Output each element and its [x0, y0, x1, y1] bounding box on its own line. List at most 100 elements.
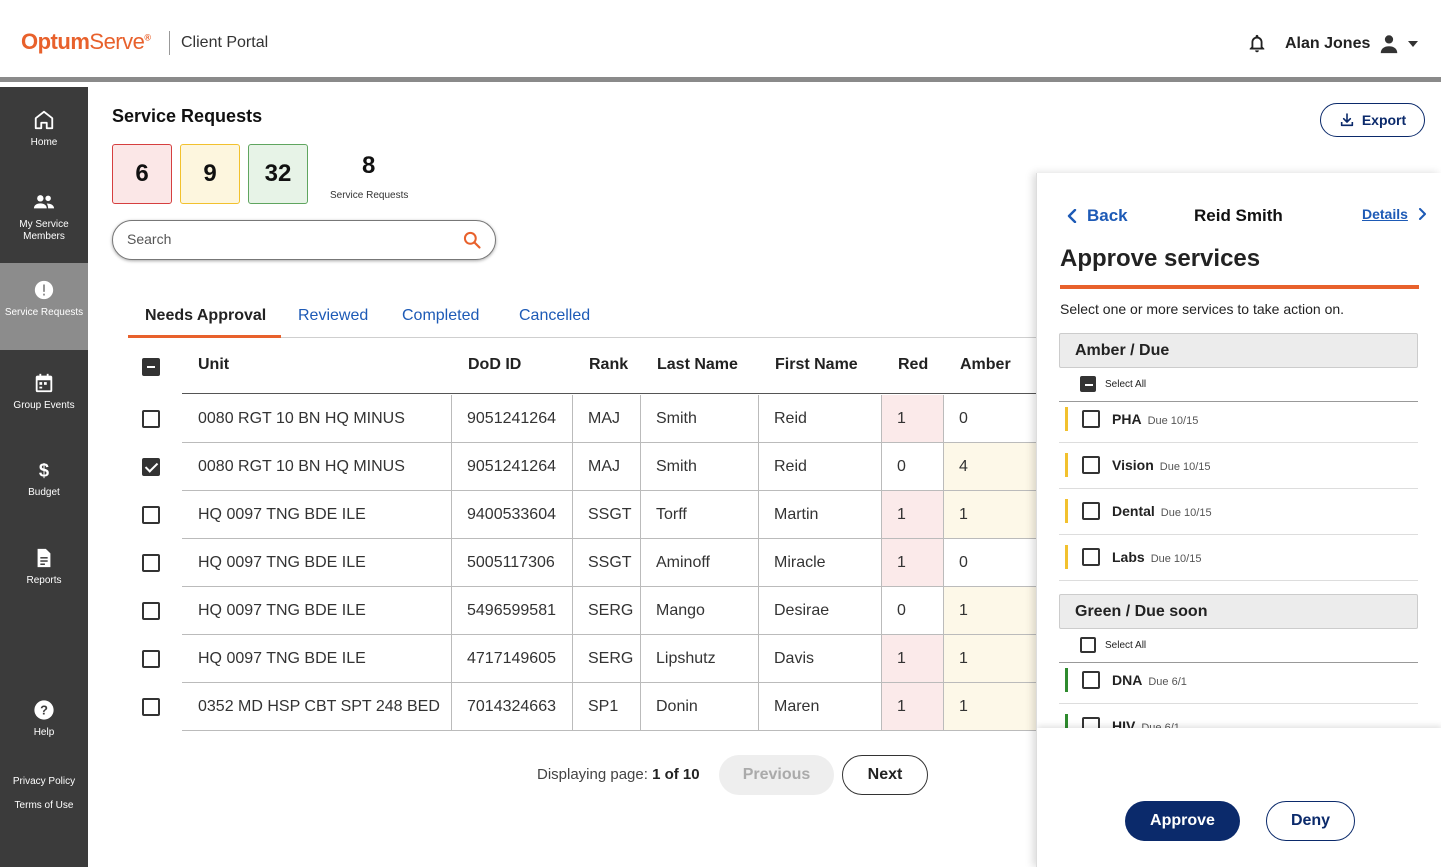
cell-red: 1 — [881, 683, 943, 731]
service-checkbox[interactable] — [1082, 671, 1100, 689]
search-input[interactable] — [127, 231, 447, 247]
sidebar-item-label: Reports — [26, 575, 62, 586]
sidebar-item-reports[interactable]: Reports — [0, 547, 88, 597]
cell-amber: 1 — [943, 491, 1038, 539]
cell-amber: 1 — [943, 683, 1038, 731]
amber-count-badge[interactable]: 9 — [180, 144, 240, 204]
cell-rank: MAJ — [588, 458, 620, 475]
cell-dod-id: 9051241264 — [467, 410, 556, 427]
tab-reviewed[interactable]: Reviewed — [298, 307, 369, 324]
service-checkbox[interactable] — [1082, 410, 1100, 428]
tab-cancelled[interactable]: Cancelled — [519, 307, 591, 324]
column-header-last-name[interactable]: Last Name — [657, 356, 738, 373]
notification-bell-icon[interactable] — [1246, 32, 1268, 56]
column-header-first-name[interactable]: First Name — [775, 356, 858, 373]
back-button[interactable]: Back — [1067, 206, 1128, 226]
row-checkbox[interactable] — [142, 506, 160, 524]
column-header-dod-id[interactable]: DoD ID — [468, 356, 522, 373]
service-item[interactable]: PHA Due 10/15 — [1059, 397, 1418, 443]
table-row[interactable]: 0080 RGT 10 BN HQ MINUS 9051241264 MAJ Smit… — [128, 395, 1038, 443]
tab-needs-approval[interactable]: Needs Approval — [145, 307, 267, 324]
row-checkbox[interactable] — [142, 602, 160, 620]
portal-name: Client Portal — [181, 34, 269, 51]
column-header-red[interactable]: Red — [898, 356, 929, 373]
column-separator — [881, 587, 882, 635]
download-icon — [1340, 113, 1353, 127]
column-header-unit[interactable]: Unit — [198, 356, 230, 373]
deny-button[interactable]: Deny — [1266, 801, 1355, 841]
privacy-policy-link[interactable]: Privacy Policy — [12, 776, 76, 787]
service-checkbox[interactable] — [1082, 456, 1100, 474]
column-header-rank[interactable]: Rank — [589, 356, 629, 373]
column-separator — [881, 539, 882, 587]
service-label: DNA — [1112, 672, 1143, 688]
table-row[interactable]: HQ 0097 TNG BDE ILE 4717149605 SERG Lipshut… — [128, 635, 1038, 683]
cell-dod-id: 9051241264 — [467, 458, 556, 475]
service-item[interactable]: Labs Due 10/15 — [1059, 535, 1418, 581]
select-all-amber-checkbox[interactable] — [1080, 376, 1096, 392]
chevron-down-icon[interactable] — [1407, 39, 1419, 49]
search-icon[interactable] — [462, 230, 482, 250]
column-header-amber[interactable]: Amber — [960, 356, 1011, 373]
select-all-label: Select All — [1105, 639, 1147, 651]
sidebar-item-help[interactable]: ? Help — [0, 699, 88, 749]
row-divider — [182, 634, 1038, 635]
previous-button[interactable]: Previous — [719, 755, 834, 795]
user-avatar-icon[interactable] — [1378, 33, 1400, 55]
row-checkbox[interactable] — [142, 458, 160, 476]
back-label: Back — [1087, 206, 1128, 225]
row-checkbox[interactable] — [142, 554, 160, 572]
table-row[interactable]: 0080 RGT 10 BN HQ MINUS 9051241264 MAJ Smit… — [128, 443, 1038, 491]
tab-completed[interactable]: Completed — [402, 307, 480, 324]
export-button[interactable]: Export — [1320, 103, 1425, 137]
table-row[interactable]: HQ 0097 TNG BDE ILE 9400533604 SSGT Torff Ma… — [128, 491, 1038, 539]
details-link[interactable]: Details — [1362, 206, 1426, 222]
column-separator — [758, 635, 759, 683]
service-checkbox[interactable] — [1082, 502, 1100, 520]
svg-text:$: $ — [39, 459, 49, 480]
service-label: Labs — [1112, 549, 1145, 565]
status-color-bar — [1065, 407, 1068, 431]
help-icon: ? — [34, 700, 54, 720]
select-all-checkbox[interactable] — [142, 358, 160, 376]
sidebar-item-label: Home — [30, 137, 58, 148]
row-divider — [182, 586, 1038, 587]
green-count-badge[interactable]: 32 — [248, 144, 308, 204]
cell-amber: 4 — [943, 443, 1038, 491]
service-item[interactable]: Vision Due 10/15 — [1059, 443, 1418, 489]
column-separator — [758, 683, 759, 731]
select-all-amber[interactable]: Select All — [1080, 376, 1146, 392]
sidebar-item-group-events[interactable]: Group Events — [0, 372, 88, 422]
approve-button[interactable]: Approve — [1125, 801, 1240, 841]
sidebar-item-service-requests[interactable]: Service Requests — [0, 263, 88, 350]
group-header-green[interactable]: Green / Due soon — [1059, 594, 1418, 629]
row-checkbox[interactable] — [142, 410, 160, 428]
column-separator — [640, 635, 641, 683]
table-row[interactable]: HQ 0097 TNG BDE ILE 5005117306 SSGT Aminoff… — [128, 539, 1038, 587]
service-checkbox[interactable] — [1082, 548, 1100, 566]
table-row[interactable]: HQ 0097 TNG BDE ILE 5496599581 SERG Mango De… — [128, 587, 1038, 635]
row-checkbox[interactable] — [142, 650, 160, 668]
service-item[interactable]: DNA Due 6/1 — [1059, 658, 1418, 704]
row-checkbox[interactable] — [142, 698, 160, 716]
optum-serve-logo[interactable]: OptumServe® — [21, 29, 151, 54]
panel-title: Approve services — [1060, 245, 1261, 272]
table-row[interactable]: 0352 MD HSP CBT SPT 248 BED 7014324663 SP1… — [128, 683, 1038, 731]
select-all-green[interactable]: Select All — [1080, 637, 1146, 653]
cell-last-name: Donin — [656, 698, 698, 715]
group-header-amber[interactable]: Amber / Due — [1059, 333, 1418, 368]
next-button[interactable]: Next — [842, 755, 928, 795]
service-due-date: Due 10/15 — [1147, 415, 1199, 427]
sidebar-item-home[interactable]: Home — [0, 109, 88, 169]
panel-action-footer: Approve Deny — [1037, 728, 1441, 867]
header-divider — [169, 31, 170, 55]
select-all-green-checkbox[interactable] — [1080, 637, 1096, 653]
sidebar-item-service-members[interactable]: My Service Members — [0, 191, 88, 251]
service-item[interactable]: Dental Due 10/15 — [1059, 489, 1418, 535]
sidebar-item-budget[interactable]: $ Budget — [0, 459, 88, 509]
user-name[interactable]: Alan Jones — [1285, 35, 1371, 52]
page-title: Service Requests — [112, 106, 263, 126]
red-count-badge[interactable]: 6 — [112, 144, 172, 204]
service-name: Labs Due 10/15 — [1112, 549, 1201, 565]
terms-of-use-link[interactable]: Terms of Use — [14, 800, 74, 811]
